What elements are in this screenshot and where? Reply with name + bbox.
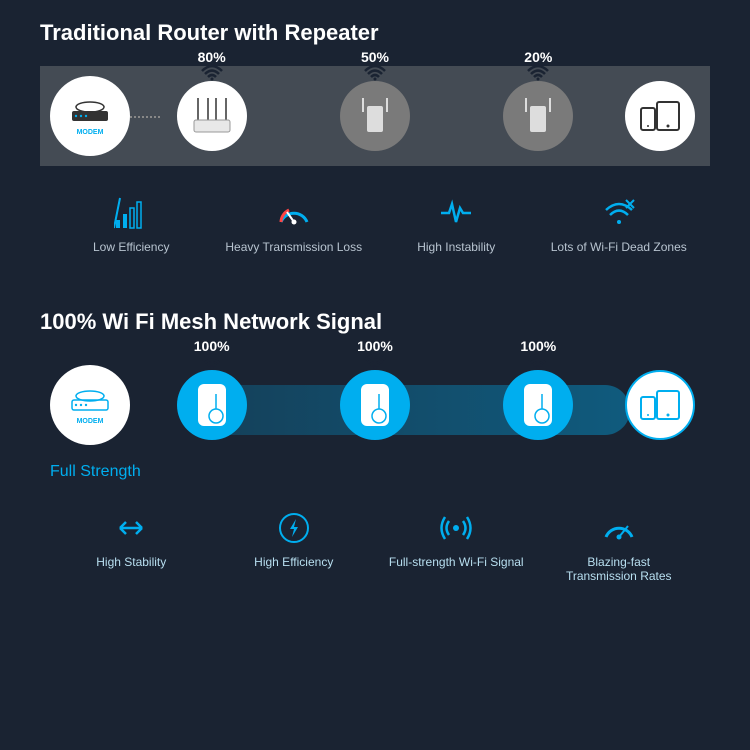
- signal-pct: 100%: [520, 338, 556, 354]
- feature-label: Lots of Wi-Fi Dead Zones: [551, 240, 687, 254]
- wifi-icon: [200, 63, 224, 81]
- wifi-icon: [363, 63, 387, 81]
- feature-efficiency: High Efficiency: [213, 511, 376, 583]
- router-icon: [177, 81, 247, 151]
- gauge-icon: [277, 196, 311, 230]
- feature-label: High Instability: [417, 240, 495, 254]
- pulse-icon: [439, 196, 473, 230]
- repeater-node-1: 50%: [293, 81, 456, 151]
- signal-pct: 100%: [194, 338, 230, 354]
- router-node: 80%: [130, 81, 293, 151]
- wifi-icon: [526, 63, 550, 81]
- modem-icon: MODEM: [50, 365, 130, 445]
- mesh-title: 100% Wi Fi Mesh Network Signal: [40, 309, 710, 335]
- repeater-node-2: 20%: [457, 81, 620, 151]
- repeater-icon: [503, 81, 573, 151]
- wifi-icon: [526, 352, 550, 370]
- modem-label: MODEM: [77, 129, 104, 136]
- mesh-features: High Stability High Efficiency Full-stre…: [40, 511, 710, 583]
- feature-label: High Stability: [96, 555, 166, 569]
- feature-label: Heavy Transmission Loss: [225, 240, 362, 254]
- arrows-icon: [114, 511, 148, 545]
- feature-low-efficiency: Low Efficiency: [50, 196, 213, 254]
- mesh-device-icon: [503, 370, 573, 440]
- wifi-x-icon: [602, 196, 636, 230]
- feature-label: Low Efficiency: [93, 240, 169, 254]
- mesh-device-icon: [340, 370, 410, 440]
- mesh-signal-row: MODEM 100% 100% 100%: [40, 355, 710, 455]
- repeater-icon: [340, 81, 410, 151]
- signal-icon: [439, 511, 473, 545]
- feature-blazing-fast: Blazing-fast Transmission Rates: [538, 511, 701, 583]
- traditional-signal-row: MODEM 80% 50%: [40, 66, 710, 166]
- wifi-icon: [363, 352, 387, 370]
- signal-pct: 80%: [198, 49, 226, 65]
- feature-label: Blazing-fast Transmission Rates: [566, 555, 672, 583]
- feature-label: Full-strength Wi-Fi Signal: [389, 555, 524, 569]
- feature-stability: High Stability: [50, 511, 213, 583]
- mesh-node-1: 100%: [130, 370, 293, 440]
- mesh-section: 100% Wi Fi Mesh Network Signal MODEM 100…: [0, 289, 750, 593]
- mesh-node-3: 100%: [457, 370, 620, 440]
- full-strength-label: Full Strength: [50, 463, 710, 481]
- feature-dead-zones: Lots of Wi-Fi Dead Zones: [538, 196, 701, 254]
- feature-label: High Efficiency: [254, 555, 333, 569]
- wifi-icon: [200, 352, 224, 370]
- devices-node: [620, 370, 700, 440]
- feature-transmission-loss: Heavy Transmission Loss: [213, 196, 376, 254]
- traditional-features: Low Efficiency Heavy Transmission Loss H…: [40, 196, 710, 254]
- devices-icon: [625, 81, 695, 151]
- signal-pct: 20%: [524, 49, 552, 65]
- bolt-icon: [277, 511, 311, 545]
- traditional-title: Traditional Router with Repeater: [40, 20, 710, 46]
- devices-icon: [625, 370, 695, 440]
- devices-node: [620, 81, 700, 151]
- mesh-node-2: 100%: [293, 370, 456, 440]
- traditional-section: Traditional Router with Repeater MODEM 8…: [0, 0, 750, 264]
- signal-pct: 100%: [357, 338, 393, 354]
- feature-instability: High Instability: [375, 196, 538, 254]
- mesh-device-icon: [177, 370, 247, 440]
- bars-icon: [114, 196, 148, 230]
- modem-icon: MODEM: [50, 76, 130, 156]
- feature-full-signal: Full-strength Wi-Fi Signal: [375, 511, 538, 583]
- modem-label: MODEM: [77, 418, 104, 425]
- signal-pct: 50%: [361, 49, 389, 65]
- speedo-icon: [602, 511, 636, 545]
